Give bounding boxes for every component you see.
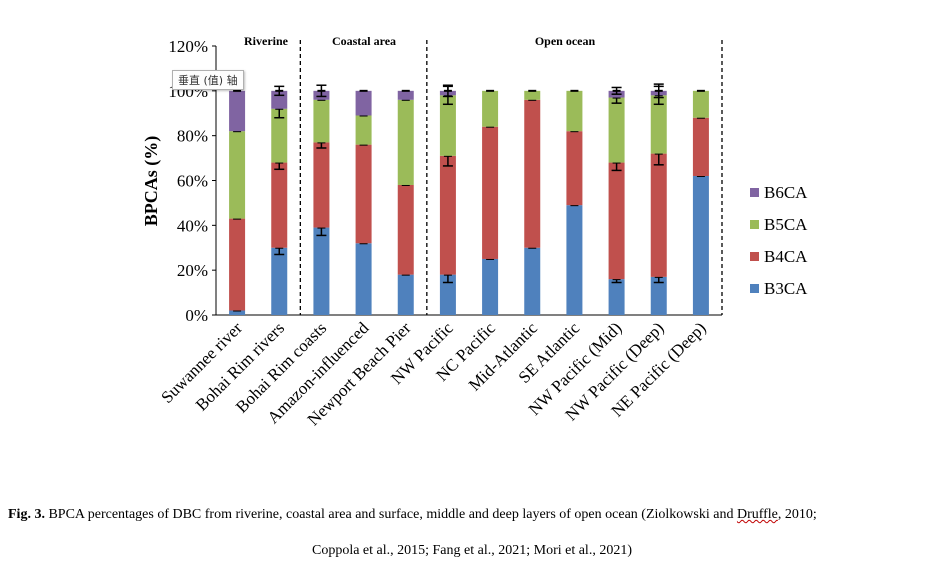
bar-segment-b5ca <box>650 95 667 154</box>
y-tick-label: 60% <box>177 172 208 191</box>
group-label: Riverine <box>244 34 289 48</box>
bar-segment-b4ca <box>566 131 583 206</box>
bar-segment-b3ca <box>439 274 456 315</box>
bar-segment-b5ca <box>692 90 709 118</box>
legend-label: B5CA <box>764 215 808 234</box>
bar-segment-b6ca <box>397 90 414 100</box>
bar-segment-b3ca <box>355 243 372 315</box>
bar-segment-b4ca <box>271 162 288 248</box>
bar-segment-b5ca <box>313 99 330 143</box>
bar-segment-b6ca <box>229 90 246 132</box>
bar-segment-b3ca <box>482 258 499 315</box>
bar-segment-b5ca <box>397 99 414 185</box>
bar-segment-b4ca <box>692 117 709 177</box>
bar-segment-b5ca <box>524 90 541 100</box>
y-axis-title: BPCAs (%) <box>141 136 162 227</box>
bar-segment-b4ca <box>355 144 372 244</box>
bar-segment-b4ca <box>608 162 625 280</box>
y-tick-label: 20% <box>177 261 208 280</box>
bar-segment-b5ca <box>608 97 625 163</box>
y-tick-label: 80% <box>177 127 208 146</box>
bar-segment-b4ca <box>313 142 330 228</box>
figure-caption-line-1: Fig. 3. BPCA percentages of DBC from riv… <box>8 507 936 523</box>
bar-segment-b5ca <box>355 115 372 145</box>
bar-segment-b5ca <box>566 90 583 132</box>
bar-segment-b3ca <box>608 279 625 315</box>
bar-segment-b5ca <box>482 90 499 127</box>
caption-text: BPCA percentages of DBC from riverine, c… <box>44 507 737 522</box>
legend-label: B6CA <box>764 183 808 202</box>
bar-segment-b3ca <box>692 176 709 315</box>
legend-swatch <box>750 252 759 261</box>
y-tick-label: 40% <box>177 216 208 235</box>
bar-segment-b4ca <box>482 126 499 259</box>
y-tick-label: 120% <box>168 37 208 56</box>
figure-label: Fig. 3. <box>8 507 45 522</box>
bar-segment-b3ca <box>229 310 246 315</box>
bar-segment-b3ca <box>313 227 330 315</box>
caption-year: , 2010; <box>777 507 817 522</box>
stacked-bar-chart: 0%20%40%60%80%100%120%BPCAs (%)Riverine C… <box>141 34 808 429</box>
bar-segment-b3ca <box>397 274 414 315</box>
axis-tooltip: 垂直 (值) 轴 <box>172 70 244 90</box>
bar-segment-b5ca <box>271 108 288 163</box>
bar-segment-b3ca <box>566 205 583 315</box>
bar-segment-b5ca <box>229 131 246 219</box>
caption-author: Druffle <box>736 507 778 522</box>
bar-segment-b4ca <box>397 184 414 275</box>
bar-segment-b5ca <box>439 95 456 156</box>
bar-segment-b4ca <box>439 155 456 275</box>
legend-swatch <box>750 220 759 229</box>
figure-caption-line-2: Coppola et al., 2015; Fang et al., 2021;… <box>311 543 632 558</box>
y-tick-label: 0% <box>185 306 208 325</box>
legend-label: B4CA <box>764 247 808 266</box>
bar-segment-b4ca <box>650 153 667 277</box>
legend-label: B3CA <box>764 279 808 298</box>
group-label: Open ocean <box>535 34 596 48</box>
bar-segment-b6ca <box>355 90 372 116</box>
bar-segment-b4ca <box>524 99 541 248</box>
legend-swatch <box>750 188 759 197</box>
bar-segment-b4ca <box>229 218 246 311</box>
bar-segment-b3ca <box>650 276 667 315</box>
bar-segment-b3ca <box>271 247 288 315</box>
group-label: Coastal area <box>332 34 396 48</box>
bar-segment-b3ca <box>524 247 541 315</box>
legend-swatch <box>750 284 759 293</box>
